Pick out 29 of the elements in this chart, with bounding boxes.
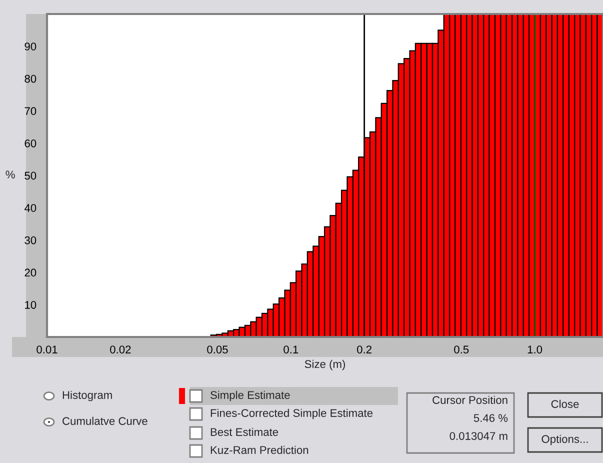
y-tick-label: 80: [24, 74, 36, 83]
x-tick-label: 0.2: [357, 346, 372, 354]
y-tick-label: 20: [24, 268, 36, 277]
text: Options...: [542, 434, 588, 446]
y-tick-label: 60: [24, 139, 36, 148]
y-tick-label: 40: [24, 204, 36, 212]
y-tick-label: 30: [24, 236, 36, 244]
text: 5.46 %: [474, 414, 508, 422]
y-tick-label: 50: [24, 172, 36, 180]
y-tick-label: 10: [25, 300, 36, 309]
y-tick-label: 70: [24, 107, 36, 116]
x-tick-label: 0.5: [454, 346, 469, 354]
text: Kuz-Ram Prediction: [210, 446, 308, 454]
y-tick-label: 90: [24, 42, 36, 50]
x-axis-title: Size (m): [304, 360, 345, 370]
text: Close: [551, 400, 579, 408]
text: Histogram: [62, 390, 112, 402]
x-tick-label: 0.05: [207, 346, 228, 354]
text: Simple Estimate: [210, 390, 290, 402]
text: Fines-Corrected Simple Estimate: [210, 408, 373, 420]
text: Best Estimate: [210, 428, 278, 436]
x-tick-label: 0.1: [284, 346, 298, 354]
text: Cursor Position: [432, 396, 508, 404]
y-axis-title: %: [6, 170, 15, 178]
x-tick-label: 0.01: [36, 346, 58, 354]
x-tick-label: 0.02: [110, 346, 131, 354]
x-tick-label: 1.0: [528, 346, 542, 354]
text: Cumulatve Curve: [62, 416, 148, 425]
text: 0.013047 m: [450, 432, 508, 440]
